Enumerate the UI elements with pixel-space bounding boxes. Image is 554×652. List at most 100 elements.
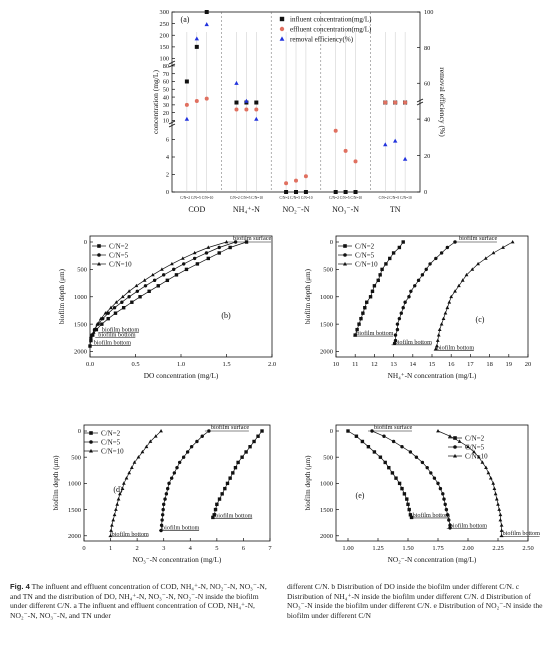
panel-e-data-point [442, 497, 446, 501]
panel-e-data-point [407, 507, 411, 512]
panel-d-data-point [175, 465, 179, 470]
panel-a-left-tick-label: 100 [160, 56, 169, 63]
panel-d-data-point [112, 512, 117, 517]
panel-a-left-tick-label: 250 [160, 21, 169, 28]
panel-c-data-point [510, 239, 515, 244]
panel-c-data-point [378, 273, 382, 277]
panel-c-data-point [453, 289, 457, 293]
panel-c-data-point [397, 316, 402, 321]
panel-b-data-point [112, 306, 117, 310]
panel-b-data-point [91, 330, 96, 334]
panel-c-data-point [428, 262, 432, 266]
panel-e-data-point [372, 450, 377, 454]
panel-e-data-point [484, 465, 488, 470]
panel-b-xlabel: DO concentration (mg/L) [144, 371, 219, 380]
panel-a-influent-marker [284, 190, 289, 194]
panel-c-legend-marker [343, 253, 347, 257]
panel-d-data-point [120, 486, 125, 490]
panel-b-data-point [89, 338, 93, 343]
panel-a-influent-marker [294, 190, 298, 194]
panel-e-legend-marker [453, 453, 457, 458]
panel-e-data-point [400, 486, 404, 491]
panel-a-legend-marker [279, 26, 285, 32]
panel-e-ylabel: biofilm depth (μm) [304, 455, 312, 511]
panel-d-data-point [177, 460, 182, 465]
panel-d-data-point [213, 507, 218, 512]
panel-d-x-tick-label: 1 [109, 545, 112, 552]
panel-a-legend-marker [279, 16, 285, 22]
panel-a-group-label: NO₃⁻-N [332, 205, 359, 214]
panel-c-data-point [464, 272, 469, 277]
panel-b-data-point [99, 316, 103, 321]
panel-c-data-point [395, 327, 400, 332]
panel-e-data-point [438, 486, 443, 491]
panel-d-data-point [211, 515, 215, 520]
panel-c-legend-label: C/N=10 [355, 260, 378, 268]
panel-b-data-point [103, 311, 108, 315]
caption-left-text: The influent and effluent concentration … [10, 582, 267, 620]
panel-d-x-tick-label: 4 [189, 545, 193, 552]
panel-e-tag: (e) [356, 491, 365, 500]
panel-e-data-point [383, 460, 387, 465]
panel-e-data-point [441, 492, 445, 496]
panel-d-y-tick-label: 0 [78, 428, 81, 435]
panel-a-right-tick-label: 80 [424, 45, 430, 52]
panel-c-data-point [397, 245, 402, 250]
panel-d-frame [83, 424, 271, 542]
panel-c-data-point [433, 346, 438, 351]
panel-e-data-point [498, 512, 503, 517]
panel-c-data-point [443, 311, 448, 315]
panel-c-annotation-bottom: biofilm bottom [437, 344, 474, 351]
panel-a-left-tick-label: 80 [163, 63, 169, 70]
panel-b-data-point [121, 306, 126, 310]
panel-c-data-point [491, 250, 496, 255]
panel-e-data-point [486, 470, 491, 475]
panel-c-data-point [380, 267, 384, 272]
panel-b-data-point [162, 273, 166, 277]
panel-b-data-point [134, 283, 139, 288]
panel-d-series-line [160, 430, 210, 531]
panel-d-data-point [252, 439, 256, 444]
panel-d-x-tick-label: 0 [82, 545, 85, 552]
caption-left: Fig. 4 The influent and effluent concent… [10, 582, 270, 620]
panel-c-data-point [441, 316, 446, 321]
panel-a-influent-marker [303, 190, 308, 194]
panel-e-data-point [497, 507, 502, 511]
panel-a-effluent-marker [244, 107, 249, 112]
panel-e-annotation-bottom: biofilm bottom [413, 512, 450, 519]
panel-a-group-ticks: C/N=2 C/N=5 C/N=10 [230, 196, 263, 200]
panel-e-data-point [492, 486, 497, 490]
panel-a-ylabel: concentration (mg/L) [151, 70, 160, 134]
caption-label: Fig. 4 [10, 582, 30, 591]
panel-d-data-point [127, 470, 132, 475]
panel-c-data-point [357, 322, 361, 326]
panel-a-influent-marker [234, 100, 239, 105]
panel-a-left-tick-label: 40 [163, 94, 169, 101]
panel-b-data-point [94, 327, 99, 332]
panel-c-data-point [399, 311, 403, 315]
panel-b-data-point [120, 294, 125, 299]
panel-c-y-tick-label: 0 [330, 239, 333, 246]
panel-c-x-tick-label: 10 [333, 361, 340, 368]
panel-a-effluent-marker [333, 128, 338, 133]
panel-e-data-point [480, 460, 485, 464]
panel-c-data-point [436, 333, 441, 337]
panel-d-data-point [240, 455, 244, 459]
panel-e-data-point [457, 439, 462, 443]
panel-b-data-point [206, 245, 211, 249]
panel-c-data-point [424, 267, 428, 272]
panel-b-x-tick-label: 0.0 [86, 361, 94, 368]
panel-c-x-tick-label: 11 [352, 361, 358, 368]
panel-d-data-point [124, 476, 129, 480]
panel-a-group-ticks: C/N=2 C/N=5 C/N=10 [279, 196, 312, 200]
panel-e-data-point [406, 502, 410, 507]
panel-c-y-tick-label: 500 [323, 267, 333, 274]
panel-c-data-point [395, 322, 400, 326]
panel-a-right-tick-label: 0 [424, 189, 427, 196]
panel-e-data-point [425, 465, 429, 470]
panel-e-frame [335, 424, 529, 542]
panel-c-data-point [435, 338, 440, 342]
panel-c-ylabel: biofilm depth (μm) [304, 268, 312, 324]
panel-d-data-point [118, 491, 122, 496]
panel-a-effluent-marker [303, 174, 308, 179]
